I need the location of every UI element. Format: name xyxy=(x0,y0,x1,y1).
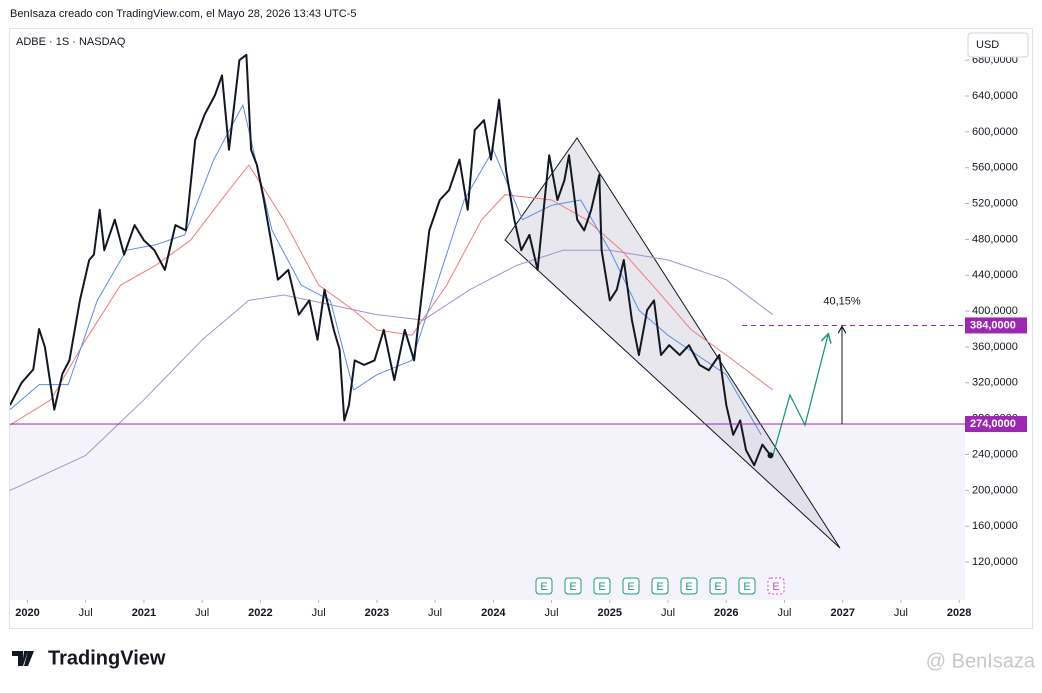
x-tick-label: 2021 xyxy=(132,607,156,619)
x-tick-label: 2022 xyxy=(248,607,272,619)
symbol: ADBE · 1S · NASDAQ xyxy=(16,36,126,48)
y-tick-label: 440,0000 xyxy=(972,269,1018,281)
earnings-icon xyxy=(622,577,640,595)
y-tick-label: 520,0000 xyxy=(972,197,1018,209)
y-tick-label: 200,0000 xyxy=(972,484,1018,496)
x-tick-label: Jul xyxy=(312,607,326,619)
moving-average xyxy=(10,104,762,436)
x-tick-label: Jul xyxy=(195,607,209,619)
earnings-icon xyxy=(738,577,756,595)
y-tick-label: 680,0000 xyxy=(972,54,1018,66)
earnings-icon xyxy=(767,577,785,595)
price-line xyxy=(10,53,772,467)
x-tick-label: 2026 xyxy=(714,607,738,619)
level-label: 384,0000 xyxy=(970,319,1016,331)
logo-text: TradingView xyxy=(48,647,166,669)
watermark: @ BenIsaza xyxy=(926,650,1036,672)
lower-tint xyxy=(10,424,965,600)
earnings-icon xyxy=(593,577,611,595)
y-tick-label: 120,0000 xyxy=(972,556,1018,568)
y-tick-label: 600,0000 xyxy=(972,126,1018,138)
y-tick-label: 400,0000 xyxy=(972,305,1018,317)
x-tick-label: Jul xyxy=(79,607,93,619)
x-tick-label: 2027 xyxy=(830,607,854,619)
earnings-letter: E xyxy=(656,581,663,593)
y-tick-label: 320,0000 xyxy=(972,377,1018,389)
earnings-icon xyxy=(564,577,582,595)
moving-average xyxy=(10,164,774,426)
plot-area xyxy=(10,53,965,600)
earnings-letter: E xyxy=(540,581,547,593)
x-tick-label: 2024 xyxy=(481,607,506,619)
x-tick-label: 2023 xyxy=(365,607,389,619)
earnings-letter: E xyxy=(598,581,605,593)
earnings-letter: E xyxy=(685,581,692,593)
currency: USD xyxy=(976,39,999,51)
last-point xyxy=(767,452,774,459)
earnings-letter: E xyxy=(772,581,779,593)
level-badge xyxy=(965,416,1027,433)
earnings-icon xyxy=(680,577,698,595)
credit: BenIsaza creado con TradingView.com, el … xyxy=(10,8,357,20)
y-tick-label: 640,0000 xyxy=(972,90,1018,102)
x-tick-label: Jul xyxy=(545,607,559,619)
level-badge xyxy=(965,317,1027,334)
earnings-letter: E xyxy=(743,581,750,593)
y-tick-label: 480,0000 xyxy=(972,233,1018,245)
earnings-letter: E xyxy=(569,581,576,593)
earnings-letter: E xyxy=(714,581,721,593)
x-tick-label: Jul xyxy=(894,607,908,619)
x-tick-label: Jul xyxy=(428,607,442,619)
earnings-icon xyxy=(651,577,669,595)
y-axis: 120,0000160,0000200,0000240,0000280,0000… xyxy=(965,54,1027,568)
x-tick-label: Jul xyxy=(777,607,791,619)
y-tick-label: 240,0000 xyxy=(972,448,1018,460)
moving-average xyxy=(10,249,774,491)
logo: TradingView xyxy=(12,647,166,669)
y-tick-label: 160,0000 xyxy=(972,520,1018,532)
y-tick-label: 560,0000 xyxy=(972,162,1018,174)
level-label: 274,0000 xyxy=(970,418,1016,430)
wedge xyxy=(504,137,841,549)
currency-box xyxy=(967,32,1029,58)
x-tick-label: 2028 xyxy=(947,607,971,619)
y-tick-label: 360,0000 xyxy=(972,341,1018,353)
x-tick-label: 2020 xyxy=(15,607,39,619)
x-tick-label: 2025 xyxy=(598,607,622,619)
earnings-icon xyxy=(709,577,727,595)
projection xyxy=(772,335,828,456)
percent-label: 40,15% xyxy=(823,295,861,307)
earnings-letter: E xyxy=(627,581,634,593)
earnings-icon xyxy=(535,577,553,595)
x-tick-label: Jul xyxy=(661,607,675,619)
